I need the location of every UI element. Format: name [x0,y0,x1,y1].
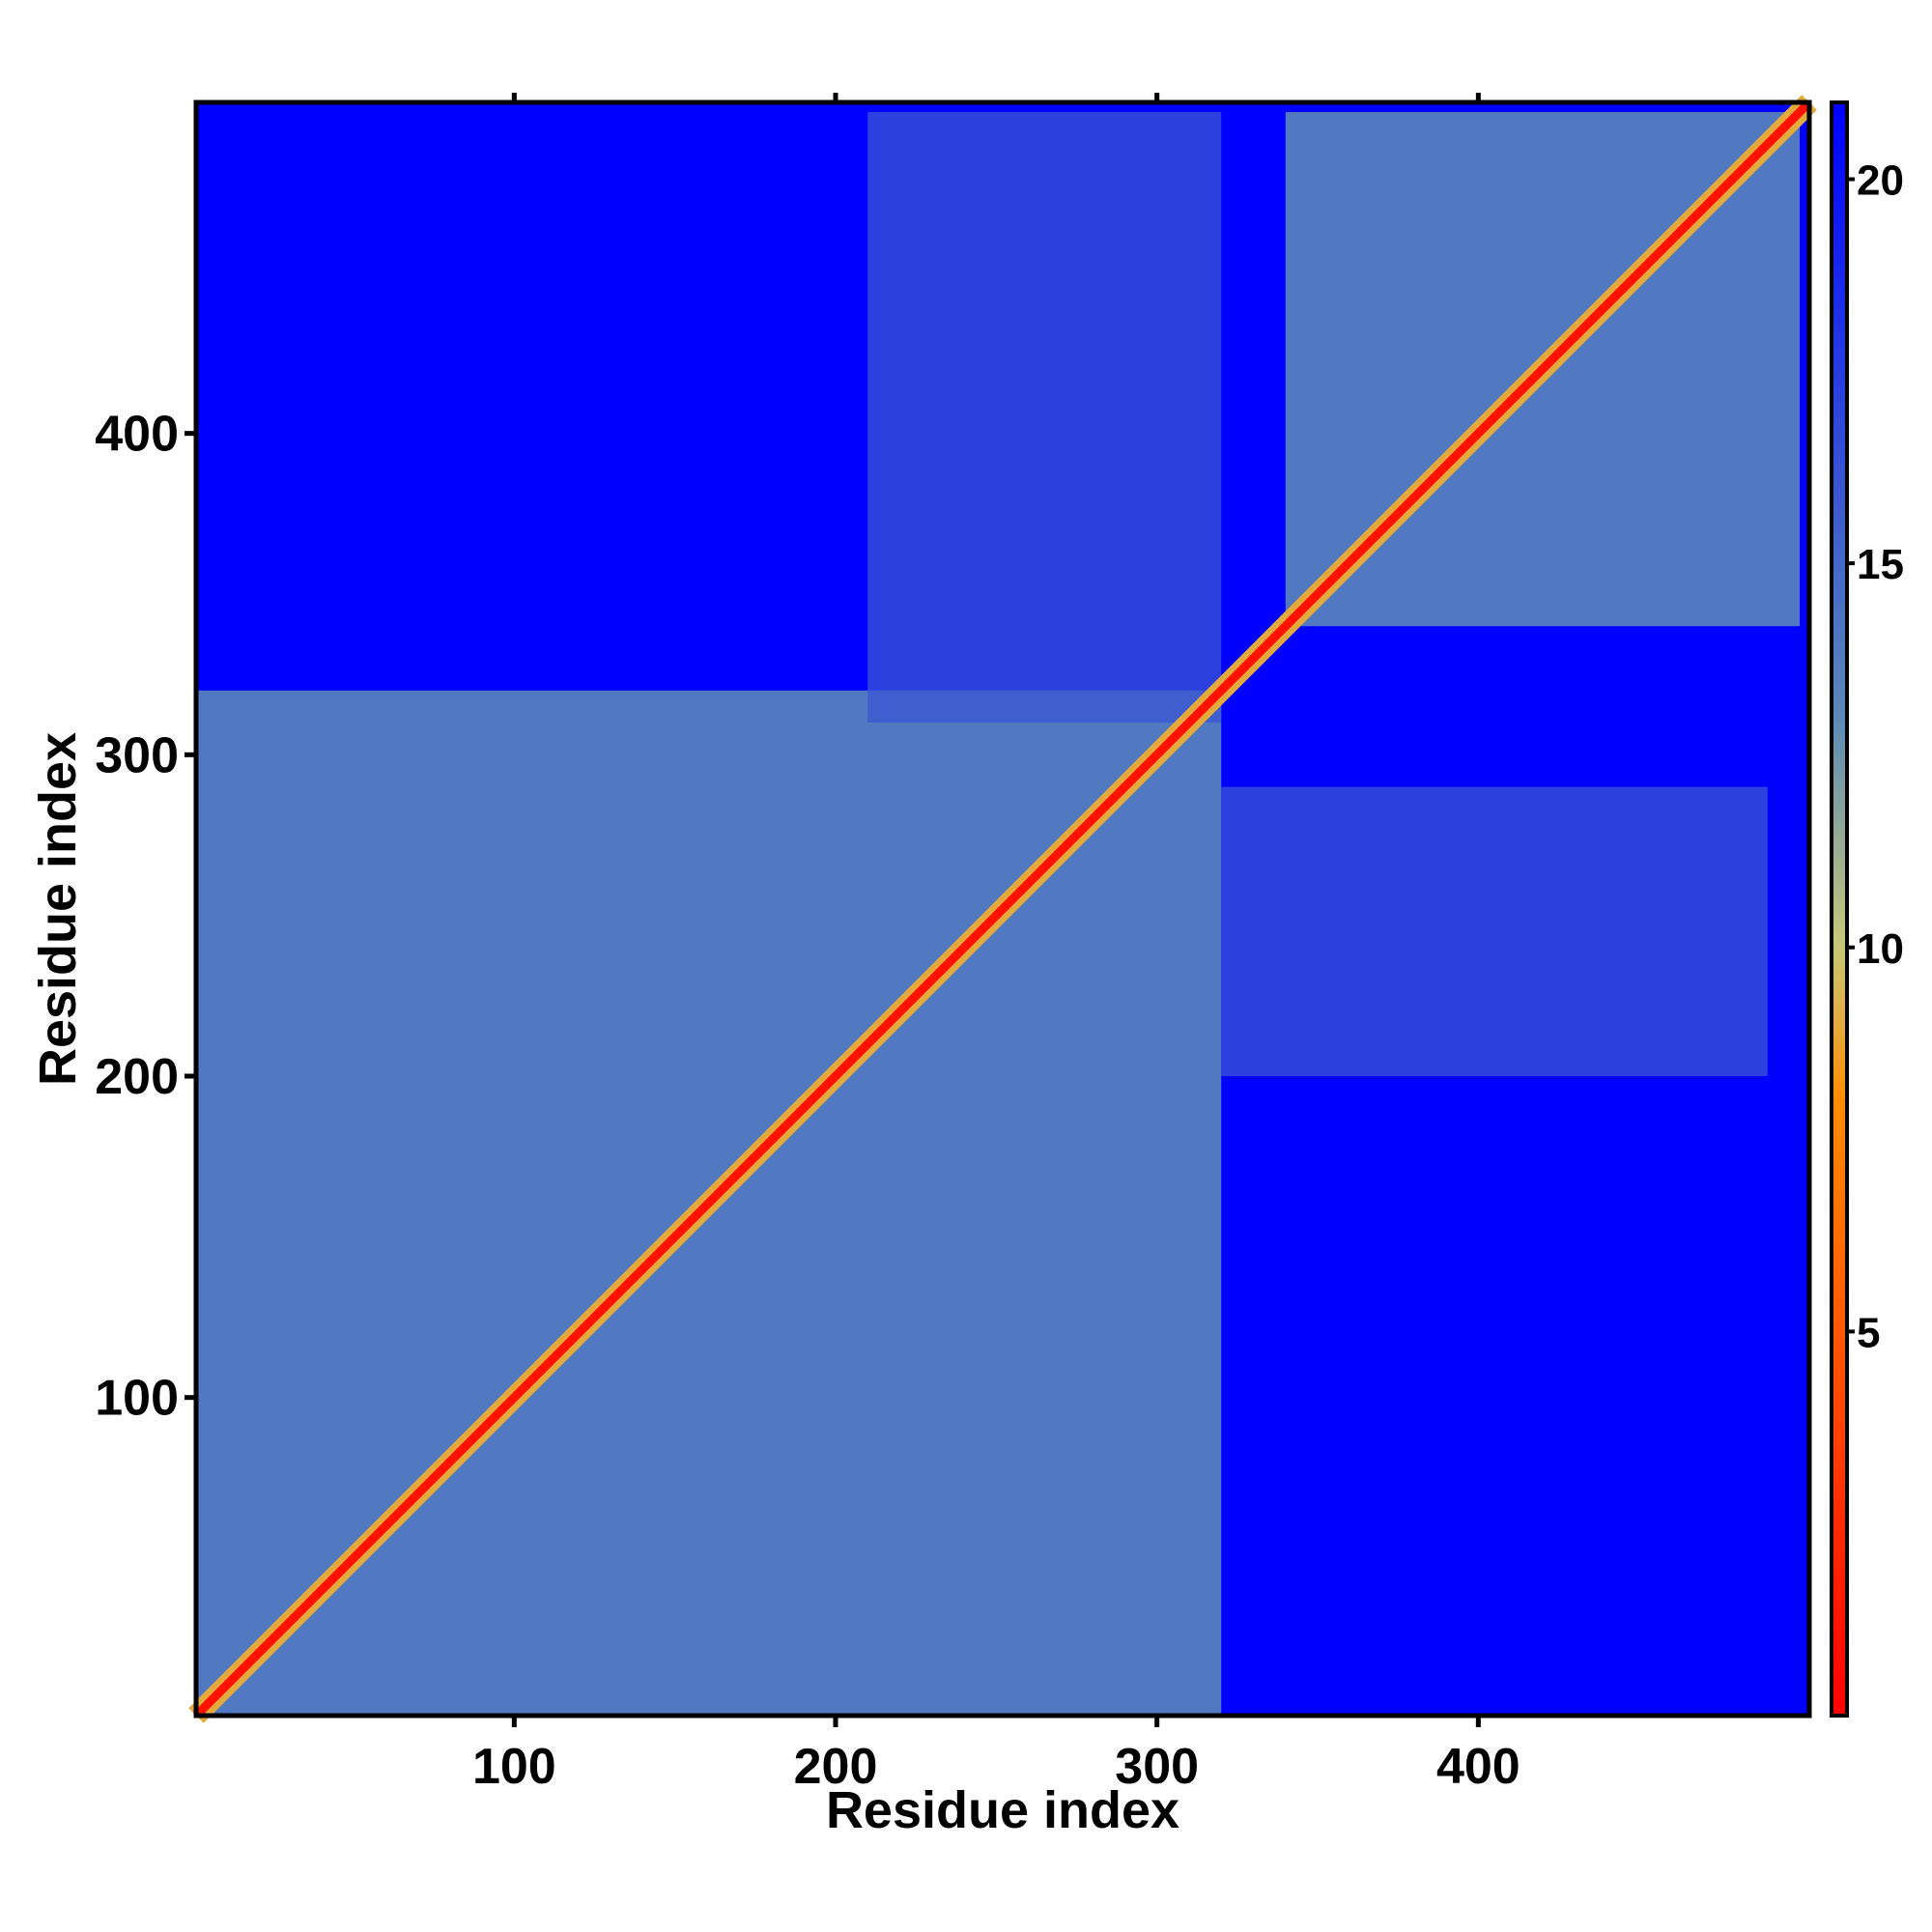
colorbar-axis: 5 10 15 20 [1847,157,1904,1356]
x-tick-label: 300 [1115,1739,1199,1795]
colorbar [1830,100,1849,1718]
y-tick-label: 200 [95,1049,179,1105]
plot-frame [193,99,1812,1719]
colorbar-tick-label: 10 [1857,925,1904,973]
y-axis: 100 200 300 400 [95,407,196,1427]
x-axis-title: Residue index [826,1781,1179,1839]
domain-contact-block [867,111,1222,724]
x-tick-label: 400 [1436,1739,1520,1795]
y-tick-label: 400 [95,407,179,463]
colorbar-tick-label: 5 [1857,1309,1880,1356]
y-tick-label: 100 [95,1371,179,1427]
diagonal [192,99,1813,1719]
colorbar-tick-label: 20 [1857,157,1904,205]
domain-contact-block [1221,786,1768,1076]
x-tick-label: 200 [794,1739,878,1795]
x-tick-label: 100 [472,1739,556,1795]
heatmap [188,95,1817,1723]
y-tick-label: 300 [95,727,179,783]
colorbar-tick-label: 15 [1857,541,1904,588]
x-axis: 100 200 300 400 [472,93,1520,1795]
y-axis-title: Residue index [29,732,87,1086]
